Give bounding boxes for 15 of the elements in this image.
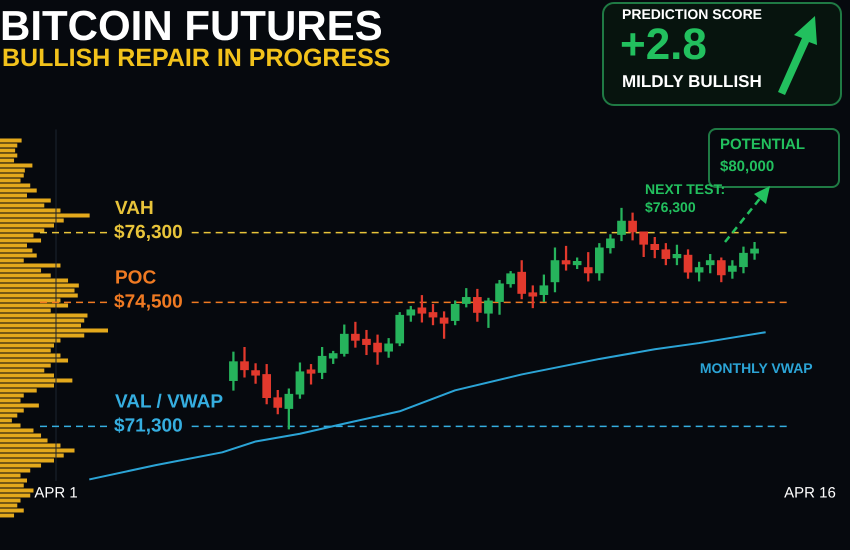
y-tick-label: $74,500 <box>114 292 183 313</box>
annotation: POTENTIAL $80,000 <box>720 135 805 177</box>
x-tick-label: APR 16 <box>784 484 836 502</box>
text: +2.8 <box>620 20 707 70</box>
y-tick-label: $71,300 <box>114 416 183 437</box>
candlestick <box>528 285 538 308</box>
ref-line-label: VAL / VWAP <box>115 392 224 413</box>
text: MILDLY BULLISH <box>622 72 762 92</box>
y-tick-label: $76,300 <box>114 222 183 243</box>
ref-line-label: VAH <box>115 198 154 219</box>
series-label: MONTHLY VWAP <box>700 360 813 376</box>
text: PREDICTION SCORE <box>622 6 762 22</box>
ref-line-label: POC <box>115 268 156 289</box>
x-tick-label: APR 1 <box>34 484 78 502</box>
annotation: NEXT TEST: $76,300 <box>645 180 726 216</box>
